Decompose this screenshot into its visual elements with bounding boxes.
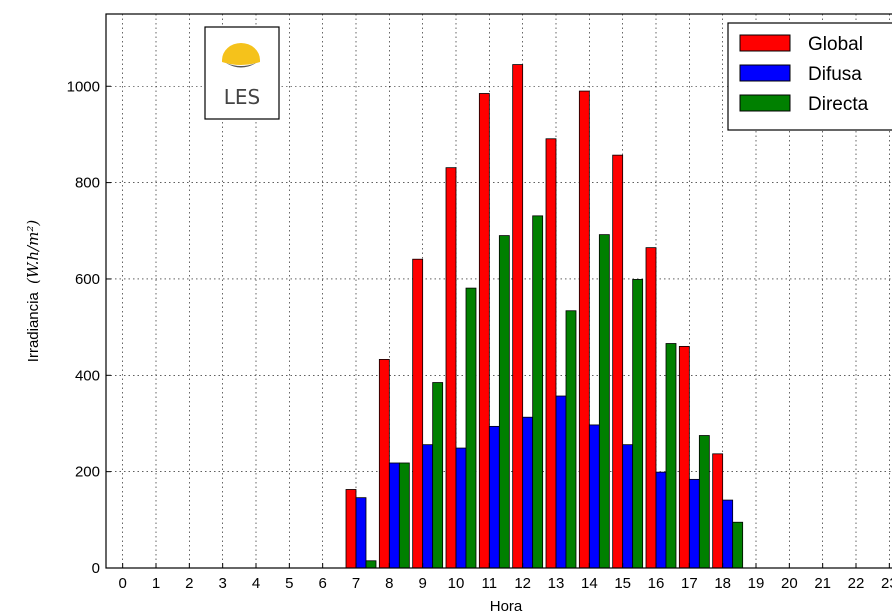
x-tick-label: 21: [814, 575, 831, 592]
bar-difusa: [355, 497, 367, 569]
x-tick-label: 1: [152, 575, 160, 592]
x-tick-label: 3: [218, 575, 226, 592]
logo-frame: [204, 26, 280, 120]
y-axis: 0 200 400 600 800 1000: [67, 78, 111, 577]
x-tick-label: 20: [781, 575, 798, 592]
x-tick-label: 8: [385, 575, 393, 592]
x-tick-label: 18: [714, 575, 731, 592]
x-tick-label: 2: [185, 575, 193, 592]
x-tick-label: 4: [252, 575, 260, 592]
x-tick-label: 0: [118, 575, 126, 592]
bar-directa: [565, 310, 577, 569]
y-tick-label: 400: [75, 367, 100, 384]
y-tick-label: 0: [92, 560, 100, 577]
bar-directa: [665, 343, 677, 569]
x-tick-label: 9: [418, 575, 426, 592]
bar-directa: [598, 234, 610, 569]
x-tick-label: 6: [318, 575, 326, 592]
bar-global: [345, 489, 357, 569]
x-tick-label: 12: [514, 575, 531, 592]
bar-global: [512, 64, 524, 569]
x-axis: 01234567891011121314151617181920212223: [118, 563, 892, 592]
x-tick-label: 22: [848, 575, 865, 592]
bar-directa: [398, 462, 410, 569]
bar-global: [445, 167, 457, 569]
sun-icon: [222, 43, 260, 65]
bar-difusa: [422, 444, 434, 569]
y-axis-title-unit: (W.h/m²): [24, 220, 42, 284]
x-axis-title: Hora: [490, 598, 523, 615]
bar-global: [678, 345, 690, 569]
bar-directa: [532, 215, 544, 569]
bar-directa: [465, 287, 477, 569]
plot-frame: [105, 13, 892, 569]
y-tick-label: 600: [75, 271, 100, 288]
legend-label-directa: Directa: [808, 94, 869, 115]
bar-global: [712, 453, 724, 569]
legend-swatch-global: [739, 34, 791, 52]
x-tick-label: 15: [614, 575, 631, 592]
x-tick-label: 5: [285, 575, 293, 592]
y-tick-label: 200: [75, 464, 100, 481]
legend-label-global: Global: [808, 34, 863, 55]
legend-label-difusa: Difusa: [808, 64, 862, 85]
legend-swatch-directa: [739, 94, 791, 112]
logo-text: LES: [224, 85, 260, 109]
legend: Global Difusa Directa: [727, 22, 892, 131]
bar-difusa: [555, 395, 567, 569]
bar-global: [645, 247, 657, 569]
bars: [345, 64, 744, 569]
bar-difusa: [722, 499, 734, 569]
bar-difusa: [655, 471, 667, 569]
bar-global: [378, 359, 390, 569]
svg-text:Irradiancia (W.h/m²): Irradiancia (W.h/m²): [24, 220, 42, 363]
bar-difusa: [388, 462, 400, 569]
x-tick-label: 13: [548, 575, 565, 592]
bar-directa: [498, 235, 510, 569]
bar-difusa: [622, 444, 634, 569]
y-axis-title-text: Irradiancia: [25, 292, 42, 363]
x-tick-label: 23: [881, 575, 892, 592]
y-tick-label: 800: [75, 175, 100, 192]
legend-swatch-difusa: [739, 64, 791, 82]
bar-directa: [432, 382, 444, 569]
bar-directa: [732, 521, 744, 569]
horizon-icon: [226, 63, 256, 68]
x-tick-label: 17: [681, 575, 698, 592]
x-tick-label: 7: [352, 575, 360, 592]
bar-difusa: [688, 478, 700, 569]
bar-directa: [365, 560, 377, 569]
bar-global: [545, 138, 557, 569]
x-tick-label: 11: [482, 575, 498, 592]
bar-global: [478, 93, 490, 569]
bar-global: [578, 90, 590, 569]
x-tick-label: 10: [448, 575, 465, 592]
bar-difusa: [522, 416, 534, 569]
bar-directa: [698, 435, 710, 569]
x-tick-label: 16: [648, 575, 665, 592]
bar-directa: [632, 279, 644, 569]
bar-global: [612, 154, 624, 569]
y-tick-label: 1000: [67, 78, 100, 95]
bar-difusa: [488, 425, 500, 569]
x-tick-label: 19: [748, 575, 765, 592]
y-axis-title: Irradiancia (W.h/m²): [24, 220, 42, 363]
bar-global: [412, 258, 424, 569]
x-tick-label: 14: [581, 575, 598, 592]
les-logo: LES: [204, 26, 280, 120]
bar-difusa: [588, 424, 600, 569]
bar-difusa: [455, 447, 467, 569]
